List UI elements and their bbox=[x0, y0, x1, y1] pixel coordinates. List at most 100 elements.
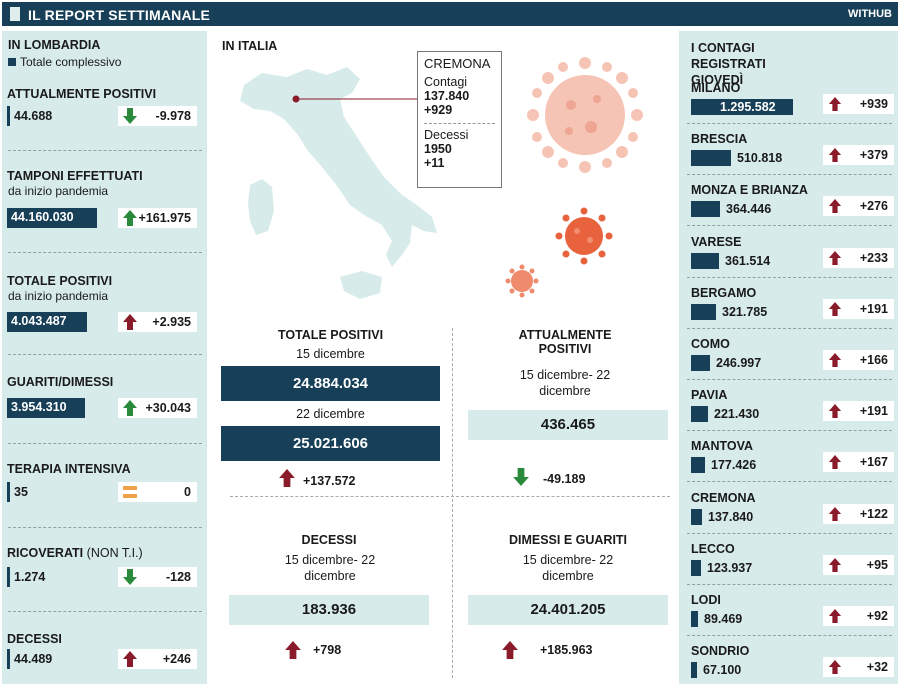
province-name: COMO bbox=[691, 337, 730, 351]
province-name: CREMONA bbox=[691, 491, 756, 505]
decessi-value: 183.936 bbox=[229, 595, 429, 625]
legend-label: Totale complessivo bbox=[20, 55, 122, 69]
cremona-decessi: 1950 bbox=[424, 142, 452, 156]
divider bbox=[8, 354, 202, 355]
stat-label: ATTUALMENTE POSITIVI bbox=[7, 87, 157, 101]
stat-label: GUARITI/DIMESSI bbox=[7, 375, 114, 389]
arrow-up-icon bbox=[828, 507, 842, 521]
divider bbox=[8, 527, 202, 528]
stat-label: RICOVERATI (NON T.I.) bbox=[7, 546, 143, 560]
stat-value: 35 bbox=[7, 482, 28, 502]
province-delta-value: +32 bbox=[866, 660, 888, 674]
cremona-contagi-label: Contagi bbox=[424, 75, 468, 89]
province-delta: +939 bbox=[823, 94, 894, 114]
province-bar bbox=[691, 611, 698, 627]
province-value: 221.430 bbox=[714, 407, 760, 421]
province-name: LECCO bbox=[691, 542, 735, 556]
province-bar bbox=[691, 509, 702, 525]
arrow-up-icon bbox=[828, 353, 842, 367]
arrow-up-icon bbox=[828, 199, 842, 213]
arrow-up-icon bbox=[828, 302, 842, 316]
stat-label-extra: (NON T.I.) bbox=[86, 546, 143, 560]
cremona-contagi: 137.840 bbox=[424, 89, 470, 103]
province-name: LODI bbox=[691, 593, 721, 607]
arrow-up-icon bbox=[828, 609, 842, 623]
province-delta: +191 bbox=[823, 299, 894, 319]
province-name: MILANO bbox=[691, 81, 741, 95]
arrow-up-icon bbox=[828, 148, 842, 162]
stat-delta: +246 bbox=[118, 649, 197, 669]
province-delta-value: +233 bbox=[859, 251, 888, 265]
divider bbox=[8, 443, 202, 444]
dimessi-delta: +185.963 bbox=[540, 643, 593, 657]
stat-label: TOTALE POSITIVI bbox=[7, 274, 113, 288]
province-delta: +32 bbox=[823, 657, 894, 677]
totale-positivi-date1: 15 dicembre bbox=[296, 347, 365, 361]
province-bar bbox=[691, 150, 731, 166]
stat-value: 1.274 bbox=[7, 567, 45, 587]
horizontal-divider bbox=[230, 496, 670, 497]
legend: Totale complessivo bbox=[8, 55, 121, 69]
province-value: 246.997 bbox=[716, 356, 762, 370]
stat-delta-value: +246 bbox=[162, 652, 191, 666]
stat-value: 44.489 bbox=[7, 649, 52, 669]
lombardia-panel: IN LOMBARDIA Totale complessivo ATTUALME… bbox=[2, 31, 207, 684]
province-name: PAVIA bbox=[691, 388, 728, 402]
province-bar bbox=[691, 560, 701, 576]
totale-positivi-delta: +137.572 bbox=[303, 474, 356, 488]
arrow-up-icon bbox=[279, 469, 295, 487]
province-delta-value: +167 bbox=[859, 455, 888, 469]
virus-icon bbox=[505, 264, 539, 298]
province-delta-value: +122 bbox=[859, 507, 888, 521]
arrow-up-icon bbox=[828, 455, 842, 469]
province-name: VARESE bbox=[691, 235, 742, 249]
virus-icon bbox=[527, 57, 643, 173]
province-bar bbox=[691, 201, 720, 217]
stat-delta: -128 bbox=[118, 567, 197, 587]
arrow-down-icon bbox=[123, 569, 137, 585]
totale-positivi-date2: 22 dicembre bbox=[296, 407, 365, 421]
header-mark bbox=[10, 7, 20, 21]
divider bbox=[687, 635, 892, 636]
stat-sublabel: da inizio pandemia bbox=[8, 184, 109, 198]
stat-delta: +30.043 bbox=[118, 398, 197, 418]
arrow-up-icon bbox=[828, 97, 842, 111]
attualmente-positivi-period: 15 dicembre- 22 dicembre bbox=[519, 368, 611, 398]
province-delta: +95 bbox=[823, 555, 894, 575]
stat-label: TERAPIA INTENSIVA bbox=[7, 462, 131, 476]
province-name: SONDRIO bbox=[691, 644, 750, 658]
stat-delta: +161.975 bbox=[118, 208, 197, 228]
divider bbox=[687, 277, 892, 278]
province-delta: +191 bbox=[823, 401, 894, 421]
italy-map bbox=[240, 67, 437, 299]
lombardia-heading: IN LOMBARDIA bbox=[8, 38, 101, 52]
divider bbox=[687, 584, 892, 585]
province-delta: +379 bbox=[823, 145, 894, 165]
equal-icon bbox=[123, 486, 137, 498]
totale-positivi-value1: 24.884.034 bbox=[221, 366, 440, 401]
cremona-contagi-delta: +929 bbox=[424, 103, 453, 117]
divider bbox=[687, 123, 892, 124]
province-value: 1.295.582 bbox=[720, 100, 776, 114]
province-value: 510.818 bbox=[737, 151, 783, 165]
divider bbox=[687, 174, 892, 175]
province-heading: I CONTAGI REGISTRATI GIOVEDÌ bbox=[691, 41, 766, 87]
stat-value: 4.043.487 bbox=[7, 312, 87, 332]
arrow-down-icon bbox=[513, 468, 529, 486]
totale-positivi-value2: 25.021.606 bbox=[221, 426, 440, 461]
callout-divider bbox=[424, 123, 495, 124]
stat-delta: +2.935 bbox=[118, 312, 197, 332]
dimessi-value: 24.401.205 bbox=[468, 595, 668, 625]
province-name: BRESCIA bbox=[691, 132, 748, 146]
header-bar: IL REPORT SETTIMANALE WITHUB bbox=[2, 2, 898, 26]
arrow-up-icon bbox=[828, 404, 842, 418]
arrow-up-icon bbox=[123, 314, 137, 330]
stat-label: TAMPONI EFFETTUATI bbox=[7, 169, 143, 183]
divider bbox=[687, 481, 892, 482]
vertical-divider bbox=[452, 328, 453, 678]
province-value: 123.937 bbox=[707, 561, 753, 575]
province-bar bbox=[691, 406, 708, 422]
province-bar bbox=[691, 457, 705, 473]
arrow-up-icon bbox=[828, 558, 842, 572]
province-panel: I CONTAGI REGISTRATI GIOVEDÌ MILANO 1.295… bbox=[679, 31, 898, 684]
